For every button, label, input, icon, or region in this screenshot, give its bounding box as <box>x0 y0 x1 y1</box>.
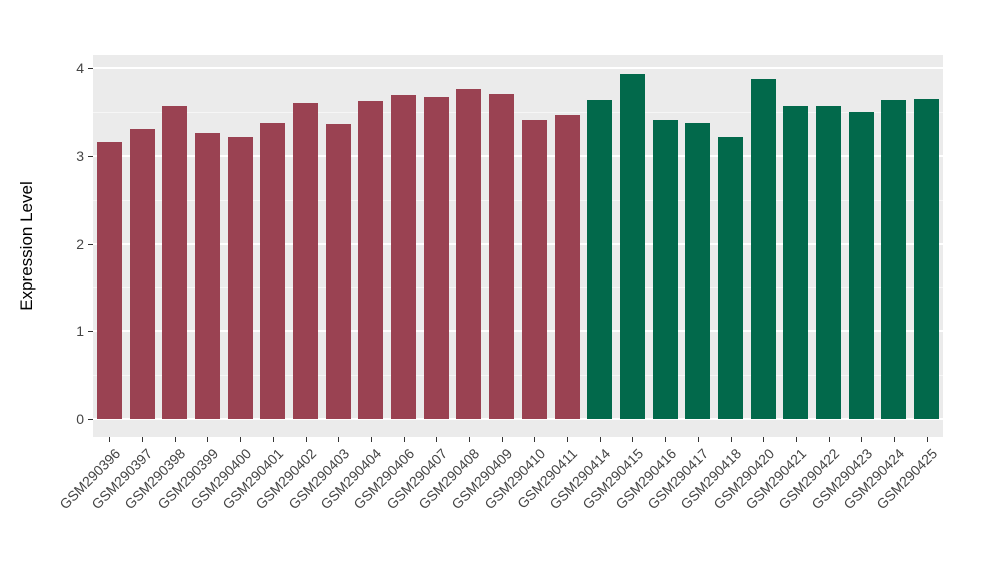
y-axis-tick <box>88 155 93 157</box>
gridline-major <box>93 67 943 69</box>
bar-GSM290401 <box>260 123 286 419</box>
x-axis-tick <box>861 437 863 442</box>
y-axis-tick-label: 0 <box>76 411 84 427</box>
y-axis-tick-label: 3 <box>76 147 84 164</box>
x-axis-tick <box>501 437 503 442</box>
y-axis-tick-label: 1 <box>76 323 84 340</box>
plot-area <box>93 55 943 437</box>
bar-GSM290396 <box>96 141 122 419</box>
gridline-major <box>93 154 943 157</box>
y-axis-tick-label: 2 <box>76 235 84 252</box>
bar-GSM290425 <box>914 98 940 419</box>
x-axis-tick <box>599 437 601 442</box>
x-axis-tick <box>730 437 732 442</box>
gridline-minor <box>93 111 943 113</box>
bar-GSM290422 <box>816 105 842 419</box>
gridline-major <box>93 242 943 245</box>
y-axis-tick <box>88 331 93 333</box>
x-axis-tick <box>763 437 765 442</box>
bar-GSM290414 <box>587 99 613 419</box>
gridline-major <box>93 418 943 420</box>
bar-GSM290421 <box>783 105 809 419</box>
x-axis-tick <box>665 437 667 442</box>
bar-GSM290415 <box>619 74 645 419</box>
x-axis-tick <box>632 437 634 442</box>
bar-GSM290406 <box>391 95 417 419</box>
x-axis-tick <box>436 437 438 442</box>
x-axis-tick <box>567 437 569 442</box>
bar-GSM290397 <box>129 129 155 419</box>
bar-GSM290416 <box>652 119 678 419</box>
y-axis-tick <box>88 68 93 69</box>
y-axis-tick <box>88 243 93 245</box>
x-axis-tick <box>109 437 111 442</box>
x-axis-tick <box>142 437 144 442</box>
gridline-major <box>93 330 943 333</box>
bar-GSM290399 <box>194 132 220 419</box>
x-axis-tick <box>795 437 797 442</box>
y-axis-tick <box>88 419 93 420</box>
bar-GSM290400 <box>227 137 253 419</box>
gridline-minor <box>93 199 943 201</box>
bar-GSM290402 <box>293 103 318 419</box>
bar-GSM290418 <box>718 137 743 419</box>
bar-GSM290410 <box>521 119 547 419</box>
bar-GSM290424 <box>881 100 907 419</box>
x-axis-tick <box>338 437 340 442</box>
gridline-minor <box>93 375 943 377</box>
gridline-minor <box>93 287 943 289</box>
bar-GSM290404 <box>358 101 384 419</box>
bar-GSM290409 <box>489 94 515 419</box>
x-axis-tick <box>240 437 242 442</box>
x-axis-tick <box>828 437 830 442</box>
x-axis-tick <box>468 437 470 442</box>
x-axis-tick <box>403 437 405 442</box>
bar-GSM290417 <box>685 123 711 419</box>
y-axis-tick-label: 4 <box>76 60 84 76</box>
x-axis-tick <box>207 437 209 442</box>
x-axis-tick <box>272 437 274 442</box>
bar-GSM290411 <box>554 114 580 419</box>
bar-GSM290407 <box>423 96 449 419</box>
x-axis-tick <box>893 437 895 442</box>
bar-GSM290398 <box>162 105 188 419</box>
x-axis-tick <box>926 437 928 442</box>
bar-GSM290408 <box>456 89 482 419</box>
x-axis-tick <box>697 437 699 442</box>
x-axis-tick <box>305 437 307 442</box>
bar-GSM290423 <box>848 111 874 419</box>
x-axis-tick <box>534 437 536 442</box>
bar-GSM290420 <box>750 79 776 419</box>
x-axis-tick <box>370 437 372 442</box>
x-axis-tick <box>174 437 176 442</box>
bar-GSM290403 <box>325 124 351 419</box>
